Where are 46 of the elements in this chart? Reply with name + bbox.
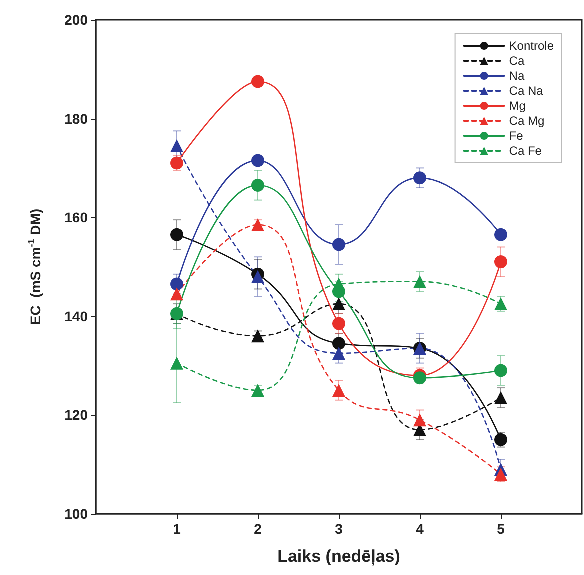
point bbox=[252, 270, 264, 284]
point bbox=[332, 238, 346, 252]
x-tick-label: 3 bbox=[335, 521, 344, 537]
point bbox=[252, 330, 264, 343]
legend-label: Na bbox=[509, 69, 525, 83]
y-tick-label: 180 bbox=[64, 110, 88, 127]
point bbox=[332, 346, 346, 360]
point bbox=[332, 317, 346, 330]
point bbox=[170, 288, 184, 301]
y-tick-label: 160 bbox=[64, 210, 88, 226]
y-tick-label: 140 bbox=[64, 308, 88, 324]
legend-label: Kontrole bbox=[509, 39, 554, 53]
point bbox=[414, 275, 426, 288]
point bbox=[414, 414, 426, 427]
legend-label: Ca bbox=[509, 54, 525, 68]
y-axis-title: EC (mS cm-1 DM) bbox=[26, 208, 44, 326]
x-tick-label: 1 bbox=[173, 521, 182, 537]
point bbox=[252, 218, 264, 232]
point bbox=[494, 364, 508, 378]
x-tick-label: 2 bbox=[254, 521, 262, 537]
legend-label: Ca Fe bbox=[509, 144, 542, 158]
point bbox=[494, 228, 508, 242]
point bbox=[170, 139, 184, 152]
point bbox=[332, 384, 346, 397]
y-tick-label: 100 bbox=[64, 506, 88, 522]
point bbox=[414, 172, 426, 185]
point bbox=[170, 278, 184, 291]
x-axis-title: Laiks (nedēļas) bbox=[278, 547, 400, 566]
point bbox=[494, 256, 508, 269]
y-tick-label: 200 bbox=[64, 12, 88, 28]
y-tick-label: 120 bbox=[64, 407, 88, 424]
point bbox=[332, 278, 346, 291]
point bbox=[332, 337, 346, 350]
point bbox=[252, 178, 264, 192]
point bbox=[170, 228, 184, 242]
point bbox=[170, 356, 184, 370]
point bbox=[332, 298, 346, 311]
x-tick-label: 4 bbox=[416, 521, 424, 537]
point bbox=[494, 391, 508, 404]
point bbox=[252, 384, 264, 397]
point bbox=[414, 372, 426, 385]
legend-label: Ca Mg bbox=[509, 114, 545, 128]
legend-label: Fe bbox=[509, 129, 524, 143]
legend-label: Mg bbox=[509, 99, 526, 113]
legend-label: Ca Na bbox=[509, 84, 544, 98]
x-tick-label: 5 bbox=[497, 521, 506, 537]
